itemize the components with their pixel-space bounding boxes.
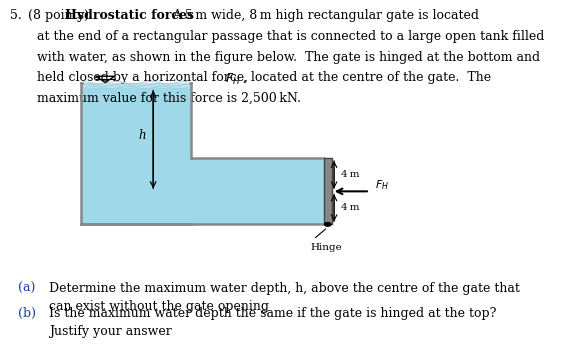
Text: Hinge: Hinge [310, 243, 342, 252]
Text: Determine the maximum water depth, h, above the centre of the gate that: Determine the maximum water depth, h, ab… [49, 282, 520, 295]
Text: $F_H$: $F_H$ [225, 71, 241, 87]
Text: 4 m: 4 m [341, 170, 360, 179]
Text: Justify your answer: Justify your answer [49, 325, 172, 338]
Text: , located at the centre of the gate.  The: , located at the centre of the gate. The [243, 71, 491, 84]
Text: maximum value for this force is 2,500 kN.: maximum value for this force is 2,500 kN… [37, 92, 301, 105]
Text: $F_H$: $F_H$ [375, 178, 388, 192]
Text: A 5 m wide, 8 m high rectangular gate is located: A 5 m wide, 8 m high rectangular gate is… [172, 9, 479, 22]
Text: can exist without the gate opening: can exist without the gate opening [49, 300, 269, 313]
Text: Hydrostatic forces: Hydrostatic forces [65, 9, 194, 22]
Text: at the end of a rectangular passage that is connected to a large open tank fille: at the end of a rectangular passage that… [37, 30, 544, 43]
Text: h: h [139, 129, 146, 143]
Bar [324, 158, 332, 224]
Text: with water, as shown in the figure below.  The gate is hinged at the bottom and: with water, as shown in the figure below… [37, 51, 540, 64]
Text: Is the maximum water depth the same if the gate is hinged at the top?: Is the maximum water depth the same if t… [49, 307, 497, 320]
Bar [81, 83, 191, 88]
Text: 4 m: 4 m [341, 203, 360, 213]
Text: (b): (b) [18, 307, 36, 320]
Text: 5. (8 points): 5. (8 points) [10, 9, 89, 22]
Text: (a): (a) [18, 282, 36, 295]
Text: held closed by a horizontal force,: held closed by a horizontal force, [37, 71, 252, 84]
Bar [191, 158, 324, 224]
Bar [81, 88, 191, 224]
Circle shape [324, 222, 332, 227]
